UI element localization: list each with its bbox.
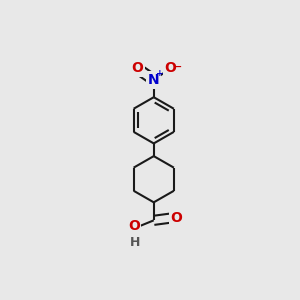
Text: N: N <box>148 73 160 87</box>
Text: O: O <box>128 219 140 233</box>
Text: O: O <box>131 61 143 75</box>
Text: +: + <box>155 69 163 78</box>
Text: −: − <box>173 62 182 72</box>
Text: O: O <box>165 61 176 75</box>
Text: O: O <box>170 211 182 225</box>
Text: H: H <box>130 236 140 249</box>
